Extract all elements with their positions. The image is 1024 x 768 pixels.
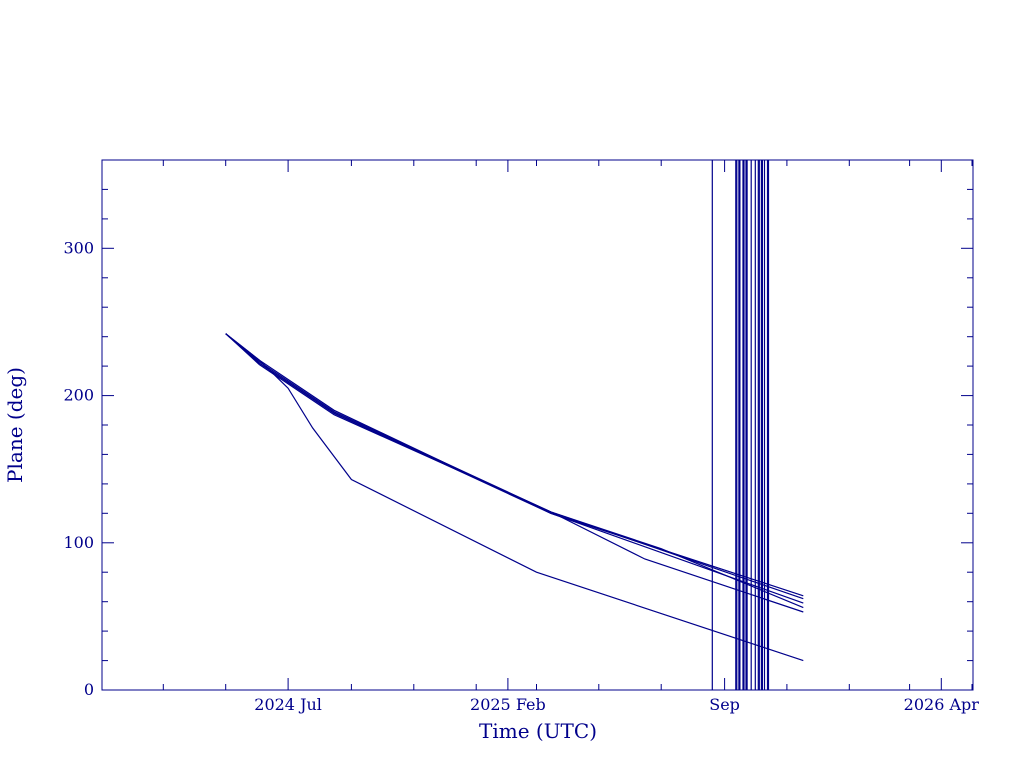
x-tick-label: 2025 Feb [470, 695, 546, 714]
y-tick-label: 100 [63, 533, 94, 552]
series-line [225, 333, 804, 600]
tick-labels: 0 100 200 300 2024 Jul 2025 Feb Sep 2026 Apr [63, 238, 979, 714]
series-line [225, 333, 804, 613]
event-markers [711, 160, 770, 690]
series-line [225, 333, 804, 662]
x-tick-label: Sep [709, 695, 740, 714]
y-tick-label: 300 [63, 238, 94, 257]
series-line [225, 333, 804, 597]
y-tick-label: 0 [84, 680, 94, 699]
x-tick-label: 2026 Apr [904, 695, 980, 714]
y-tick-label: 200 [63, 386, 94, 405]
series-group [225, 333, 804, 662]
y-axis-title: Plane (deg) [3, 367, 27, 483]
plot-frame [101, 159, 974, 691]
x-axis-title: Time (UTC) [479, 719, 597, 743]
x-tick-label: 2024 Jul [254, 695, 322, 714]
series-line [225, 333, 804, 609]
series-line [225, 333, 804, 604]
axis-ticks [102, 159, 973, 691]
